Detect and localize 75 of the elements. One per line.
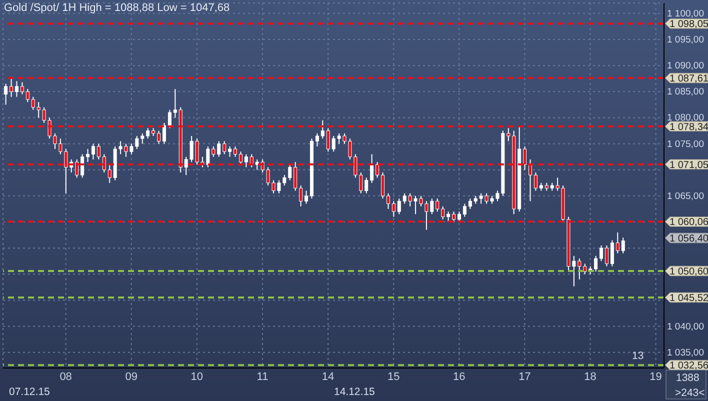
x-tick-label: 09 xyxy=(125,370,138,383)
candlestick xyxy=(386,192,390,210)
x-tick-label: 10 xyxy=(190,370,204,383)
ref-line-label: 1 032,56 xyxy=(670,360,708,372)
y-tick-label: 1 085,00 xyxy=(667,86,704,98)
candlestick xyxy=(162,122,166,144)
y-tick-label: 1 080,00 xyxy=(667,112,704,124)
ref-line-label: 1 045,52 xyxy=(670,293,708,304)
x-tick-label: 11 xyxy=(256,370,268,383)
candlestick xyxy=(173,88,177,118)
candlestick xyxy=(600,244,604,262)
candlestick xyxy=(621,237,625,254)
text: >243< xyxy=(675,387,705,399)
y-tick-label: 1 040,00 xyxy=(667,321,704,332)
candlestick xyxy=(381,172,385,200)
ref-line-label: 1 060,06 xyxy=(670,217,708,228)
candlestick xyxy=(534,172,538,192)
candlestick xyxy=(392,200,396,218)
y-tick-label: 1 075,00 xyxy=(667,138,704,150)
x-tick-label: 19 xyxy=(650,370,662,383)
candlestick xyxy=(583,263,587,275)
candlestick xyxy=(370,154,374,184)
candlestick xyxy=(146,128,150,140)
y-tick-label: 1 100,00 xyxy=(667,8,704,20)
candlestick xyxy=(31,96,35,110)
candlestick xyxy=(86,148,90,163)
candlestick xyxy=(91,143,95,160)
candlestick xyxy=(80,154,84,178)
candlestick xyxy=(610,240,614,267)
x-tick-label: 17 xyxy=(518,370,531,383)
text: 07.12.15 xyxy=(9,386,50,398)
candlestick xyxy=(462,203,466,218)
candlestick xyxy=(234,146,238,158)
candlestick xyxy=(299,185,303,207)
x-tick-label: 18 xyxy=(584,370,596,383)
candlestick xyxy=(604,244,608,267)
x-tick-label: 14 xyxy=(322,370,334,383)
candlestick xyxy=(4,83,8,106)
candlestick xyxy=(468,198,472,210)
text: 1 056,40 xyxy=(670,234,708,244)
candlestick xyxy=(228,146,232,158)
candlestick xyxy=(26,88,30,103)
text: 14.12.15 xyxy=(334,386,375,398)
candlestick xyxy=(616,232,620,254)
y-tick-label: 1 095,00 xyxy=(667,34,704,46)
candlestick xyxy=(304,190,308,204)
ref-line-label: 1 087,61 xyxy=(670,74,708,85)
x-tick-label: 16 xyxy=(453,370,466,383)
candlestick xyxy=(96,143,100,160)
candlestick xyxy=(222,140,226,155)
candlestick xyxy=(217,140,221,158)
ref-line-label: 1 078,34 xyxy=(670,122,708,133)
candlestick xyxy=(397,198,401,215)
chart-title: Gold /Spot/ 1H High = 1088,88 Low = 1047,68 xyxy=(4,2,230,14)
candlestick xyxy=(157,130,161,144)
candlestick xyxy=(364,177,368,194)
ref-line-label: 1 071,05 xyxy=(670,160,708,171)
candlestick xyxy=(320,120,324,140)
candlestick xyxy=(436,198,440,212)
candlestick xyxy=(594,255,598,272)
y-tick-label: 1 065,00 xyxy=(667,190,704,202)
y-tick-label: 1 035,00 xyxy=(667,347,704,358)
candlestick xyxy=(244,154,248,168)
candlestick xyxy=(168,109,172,129)
x-tick-label: 08 xyxy=(60,370,72,383)
candlestick xyxy=(315,132,319,147)
y-tick-label: 1 090,00 xyxy=(667,60,704,72)
candlestick xyxy=(20,82,24,95)
ref-line-label: 1 050,60 xyxy=(670,266,708,278)
annotation: 13 xyxy=(632,350,644,362)
candlestick xyxy=(288,164,292,181)
x-tick-label: 15 xyxy=(387,370,400,383)
text: 1388 xyxy=(676,372,700,384)
ref-line-label: 1 098,05 xyxy=(670,19,708,30)
candlestick xyxy=(14,80,18,98)
